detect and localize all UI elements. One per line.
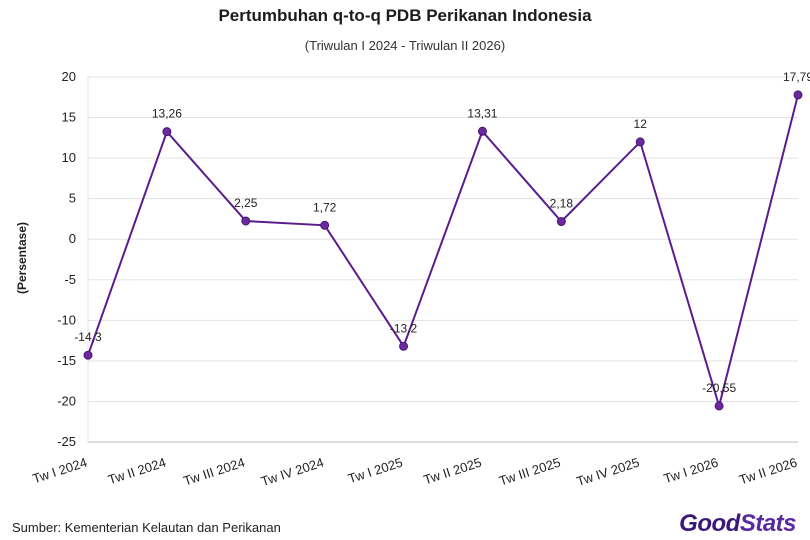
y-tick-label: -20 <box>57 393 76 408</box>
chart-subtitle: (Triwulan I 2024 - Triwulan II 2026) <box>304 38 506 53</box>
y-tick-label: -10 <box>57 312 76 327</box>
data-label: 1,72 <box>313 200 337 214</box>
data-point <box>477 126 487 136</box>
data-point <box>241 216 251 226</box>
series-line <box>87 94 799 410</box>
y-tick-label: 10 <box>62 150 76 165</box>
data-labels: -14,3 13,26 2,25 1,72 -13,2 13,31 2,18 12 -20,55… <box>74 70 810 395</box>
y-tick-label: 20 <box>62 69 76 84</box>
data-label: 2,25 <box>234 196 258 210</box>
data-point <box>83 350 93 360</box>
data-label: -13,2 <box>390 321 418 335</box>
data-point <box>556 217 566 227</box>
data-label: -14,3 <box>74 330 102 344</box>
data-markers <box>83 90 803 411</box>
y-tick-label: -5 <box>64 272 76 287</box>
x-tick-label: Tw III 2025 <box>497 455 562 489</box>
data-point <box>399 341 409 351</box>
goodstats-logo: GoodStats <box>679 510 796 537</box>
data-point <box>635 137 645 147</box>
x-tick-labels: Tw I 2024 Tw II 2024 Tw III 2024 Tw IV 2024… <box>31 455 799 489</box>
x-tick-label: Tw II 2025 <box>422 455 484 488</box>
data-label: 17,79 <box>783 70 810 84</box>
grid-lines <box>87 76 798 443</box>
y-tick-label: -25 <box>57 434 76 449</box>
data-label: 13,31 <box>467 106 497 120</box>
x-tick-label: Tw II 2026 <box>737 455 799 488</box>
data-point <box>793 90 803 100</box>
x-tick-label: Tw I 2025 <box>346 455 404 487</box>
y-tick-label: 0 <box>69 231 76 246</box>
x-tick-label: Tw I 2024 <box>31 455 89 487</box>
x-tick-label: Tw I 2026 <box>662 455 720 487</box>
data-label: -20,55 <box>702 381 736 395</box>
data-point <box>714 401 724 411</box>
x-tick-label: Tw II 2024 <box>106 455 168 488</box>
chart-title: Pertumbuhan q-to-q PDB Perikanan Indones… <box>218 6 592 25</box>
data-label: 12 <box>634 117 648 131</box>
source-note: Sumber: Kementerian Kelautan dan Perikan… <box>12 520 281 535</box>
y-tick-labels: 20 15 10 5 0 -5 -10 -15 -20 -25 <box>57 69 76 449</box>
data-point <box>162 127 172 137</box>
x-tick-label: Tw III 2024 <box>182 455 247 489</box>
y-tick-label: 5 <box>69 191 76 206</box>
y-tick-label: 15 <box>62 110 76 125</box>
data-point <box>320 220 330 230</box>
x-tick-label: Tw IV 2024 <box>259 455 325 489</box>
data-label: 13,26 <box>152 107 182 121</box>
data-label: 2,18 <box>550 197 574 211</box>
y-tick-label: -15 <box>57 353 76 368</box>
x-tick-label: Tw IV 2025 <box>575 455 641 489</box>
